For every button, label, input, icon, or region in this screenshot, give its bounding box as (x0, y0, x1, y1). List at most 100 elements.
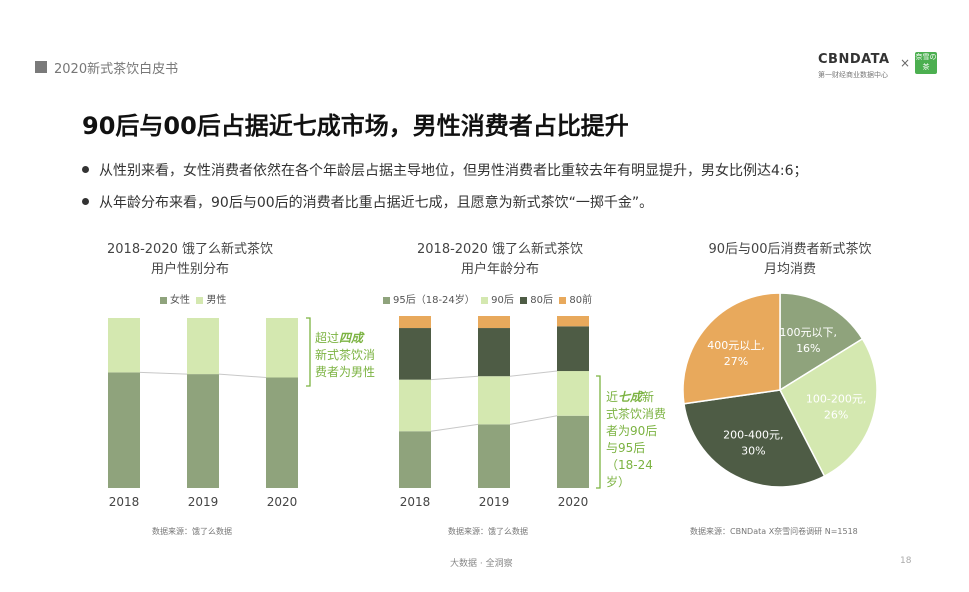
annot1-b: 四成 (339, 331, 364, 345)
bar-segment (187, 318, 219, 375)
annot2-b: 七成 (618, 390, 643, 404)
pie-slice (682, 292, 781, 405)
bullet-dot-icon (82, 165, 89, 173)
annot2-c: 新 (642, 390, 655, 404)
bar-segment (108, 372, 140, 488)
bar-segment (399, 379, 431, 432)
legend-label: 95后（18-24岁） (393, 295, 475, 306)
annot2-a: 近 (606, 390, 619, 404)
bar-segment (399, 328, 431, 380)
pie-label: 100元以下, (780, 326, 838, 339)
bullet-text: 从年龄分布来看，90后与00后的消费者比重占据近七成，且愿意为新式茶饮“一掷千金… (99, 195, 654, 211)
connector-line (430, 423, 479, 432)
pie-pct: 16% (796, 342, 820, 355)
pie-label: 200-400元, (723, 429, 783, 442)
bar-segment (266, 318, 298, 378)
report-title: 2020新式茶饮白皮书 (54, 62, 179, 77)
times-sign: × (900, 56, 911, 70)
legend-label: 80前 (569, 295, 593, 306)
legend-label: 80后 (530, 295, 553, 306)
chart2-title-line1: 2018-2020 饿了么新式茶饮 (417, 242, 583, 257)
footer-slogan: 大数据 · 全洞察 (450, 559, 513, 569)
x-tick-label: 2020 (267, 495, 298, 509)
pie-pct: 26% (824, 409, 848, 422)
bar-segment (399, 316, 431, 329)
legend-swatch (160, 296, 167, 304)
pie-pct: 27% (724, 355, 748, 368)
chart1-source: 数据来源：饿了么数据 (152, 527, 232, 536)
bar-segment (478, 376, 510, 425)
chart2-annotation: 近七成新 式茶饮消费 者为90后 与95后 （18-24 岁） (606, 389, 686, 491)
connector-line (139, 371, 188, 375)
chart1-legend: 女性 男性 (160, 291, 226, 306)
legend-label: 男性 (206, 295, 227, 306)
bar-segment (557, 371, 589, 416)
bar-segment (557, 326, 589, 372)
chart2-source: 数据来源：饿了么数据 (448, 527, 528, 536)
bar-segment (108, 318, 140, 373)
chart1-title-line1: 2018-2020 饿了么新式茶饮 (107, 242, 273, 257)
gender-bar-chart: 2018 2019 2020 (108, 317, 311, 509)
legend-swatch (383, 296, 390, 304)
bar-segment (187, 374, 219, 488)
annot1-a: 超过 (315, 331, 340, 345)
header-square-icon (35, 61, 47, 73)
x-tick-label: 2019 (479, 495, 510, 509)
bar-segment (557, 415, 589, 488)
chart2-title-line2: 用户年龄分布 (460, 262, 539, 277)
annotation-bracket (306, 317, 311, 387)
connector-line (509, 370, 558, 377)
brand-sub: 第一财经商业数据中心 (818, 71, 888, 79)
annot2-g: （18-24 (606, 458, 653, 472)
pie-slice (779, 292, 864, 392)
legend-swatch (520, 296, 528, 304)
legend-label: 90后 (491, 295, 514, 306)
connector-line (509, 415, 558, 425)
connector-line (218, 373, 267, 378)
chart1-title-line2: 用户性别分布 (150, 262, 229, 277)
legend-swatch (559, 296, 567, 304)
bullet-age: 从年龄分布来看，90后与00后的消费者比重占据近七成，且愿意为新式茶饮“一掷千金… (82, 192, 653, 212)
pie-pct: 30% (741, 445, 765, 458)
bar-segment (478, 328, 510, 377)
legend-label: 女性 (170, 295, 190, 306)
bar-segment (478, 424, 510, 488)
pie-slice (683, 389, 826, 488)
connector-line (430, 375, 479, 381)
x-tick-label: 2019 (188, 495, 219, 509)
chart1-title: 2018-2020 饿了么新式茶饮 用户性别分布 (90, 240, 290, 280)
pie-slice (779, 337, 878, 478)
legend-swatch (481, 296, 489, 304)
chart2-legend: 95后（18-24岁） 90后 80后 80前 (383, 291, 592, 306)
pie-label: 100-200元, (806, 393, 866, 406)
legend-swatch (196, 296, 204, 304)
bar-segment (266, 377, 298, 488)
bar-segment (557, 316, 589, 327)
chart2-title: 2018-2020 饿了么新式茶饮 用户年龄分布 (390, 240, 610, 280)
bar-segment (478, 316, 510, 329)
chart3-source: 数据来源：CBNData X奈雪问卷调研 N=1518 (690, 527, 858, 536)
annot2-h: 岁） (606, 475, 631, 489)
chart3-title-line1: 90后与00后消费者新式茶饮 (708, 242, 872, 257)
annot1-c: 新式茶饮消 (315, 348, 376, 362)
bullet-text: 从性别来看，女性消费者依然在各个年龄层占据主导地位，但男性消费者比重较去年有明显… (99, 163, 808, 179)
chart3-title-line2: 月均消费 (763, 262, 816, 277)
page-number: 18 (900, 556, 912, 566)
x-tick-label: 2020 (558, 495, 589, 509)
age-bar-chart: 2018 2019 2020 (399, 316, 601, 509)
spending-pie-chart: 100元以下, 16% 100-200元, 26% 200-400元, 30% 400元以上… (682, 292, 878, 488)
cbndata-logo: CBNDATA (818, 52, 890, 67)
bullet-dot-icon (82, 197, 89, 205)
annot1-d: 费者为男性 (315, 365, 376, 379)
partner-logo: 奈雪の茶 (915, 52, 937, 74)
pie-label: 400元以上, (707, 339, 765, 352)
x-tick-label: 2018 (400, 495, 431, 509)
annot2-f: 与95后 (606, 441, 646, 455)
bar-segment (399, 431, 431, 488)
annotation-bracket (596, 375, 601, 489)
bullet-gender: 从性别来看，女性消费者依然在各个年龄层占据主导地位，但男性消费者比重较去年有明显… (82, 160, 808, 180)
x-tick-label: 2018 (109, 495, 140, 509)
annot2-e: 者为90后 (606, 424, 658, 438)
brand-main: CBNDATA (818, 52, 890, 67)
